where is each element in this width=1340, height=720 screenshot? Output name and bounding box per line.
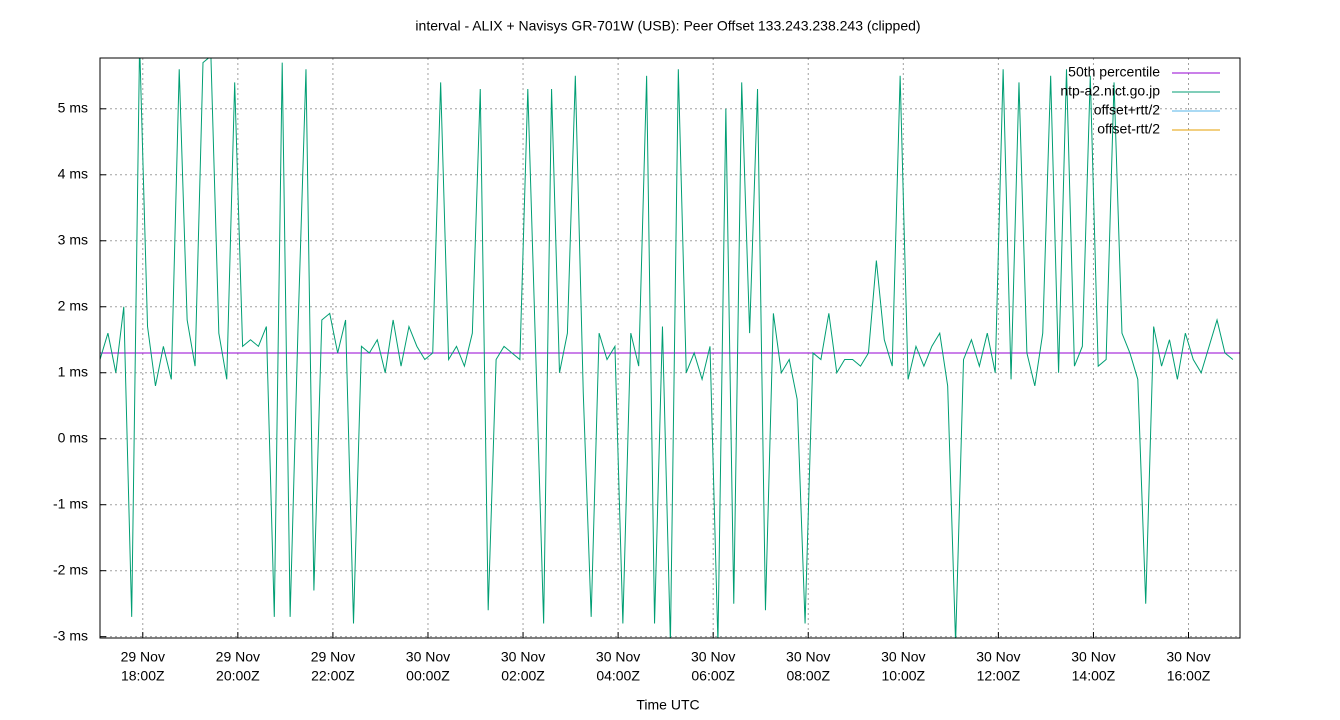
- legend-label: 50th percentile: [1068, 64, 1160, 80]
- x-tick-label: 30 Nov: [786, 649, 830, 665]
- x-tick-label: 08:00Z: [786, 668, 830, 684]
- x-tick-label: 30 Nov: [501, 649, 545, 665]
- x-tick-label: 10:00Z: [882, 668, 926, 684]
- x-tick-label: 29 Nov: [311, 649, 355, 665]
- x-tick-label: 18:00Z: [121, 668, 165, 684]
- legend: 50th percentile ntp-a2.nict.go.jp offset+r…: [1060, 64, 1220, 137]
- x-tick-label: 04:00Z: [596, 668, 640, 684]
- y-tick-label: -2 ms: [53, 561, 88, 577]
- x-tick-label: 30 Nov: [881, 649, 925, 665]
- y-tick-label: -3 ms: [53, 627, 88, 643]
- x-tick-label: 16:00Z: [1167, 668, 1211, 684]
- x-tick-label: 30 Nov: [1166, 649, 1210, 665]
- axis-labels: -3 ms -2 ms -1 ms 0 ms 1 ms 2 ms 3 ms 4 ms 5 ms 2…: [53, 100, 1211, 684]
- x-tick-label: 29 Nov: [121, 649, 165, 665]
- x-tick-label: 29 Nov: [216, 649, 260, 665]
- x-tick-label: 30 Nov: [691, 649, 735, 665]
- y-tick-label: 1 ms: [58, 363, 88, 379]
- y-tick-label: 5 ms: [58, 100, 88, 116]
- legend-label: ntp-a2.nict.go.jp: [1060, 83, 1160, 99]
- y-tick-label: 3 ms: [58, 231, 88, 247]
- x-tick-label: 14:00Z: [1072, 668, 1116, 684]
- grid: [100, 58, 1240, 638]
- x-tick-label: 22:00Z: [311, 668, 355, 684]
- x-tick-label: 12:00Z: [977, 668, 1021, 684]
- y-tick-label: 0 ms: [58, 429, 88, 445]
- x-tick-label: 30 Nov: [976, 649, 1020, 665]
- x-axis-label: Time UTC: [636, 697, 699, 713]
- x-tick-label: 30 Nov: [406, 649, 450, 665]
- legend-label: offset+rtt/2: [1094, 102, 1160, 118]
- x-tick-label: 30 Nov: [596, 649, 640, 665]
- x-tick-label: 02:00Z: [501, 668, 545, 684]
- legend-label: offset-rtt/2: [1097, 121, 1160, 137]
- x-tick-label: 06:00Z: [691, 668, 735, 684]
- x-tick-label: 30 Nov: [1071, 649, 1115, 665]
- plot-border: [99, 57, 1241, 639]
- y-tick-label: -1 ms: [53, 495, 88, 511]
- chart-title: interval - ALIX + Navisys GR-701W (USB):…: [415, 18, 920, 34]
- plot-area: [100, 58, 1240, 638]
- y-tick-label: 2 ms: [58, 297, 88, 313]
- data-line: [100, 58, 1234, 638]
- x-tick-label: 20:00Z: [216, 668, 260, 684]
- y-tick-label: 4 ms: [58, 165, 88, 181]
- x-tick-label: 00:00Z: [406, 668, 450, 684]
